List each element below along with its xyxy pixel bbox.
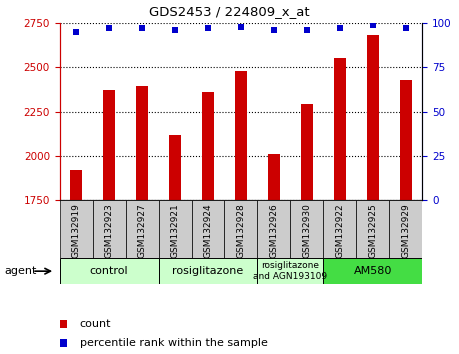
Text: AM580: AM580 — [353, 266, 392, 276]
Bar — [70, 170, 82, 200]
Bar — [324, 200, 356, 258]
Bar — [224, 200, 257, 258]
Text: GSM132926: GSM132926 — [269, 203, 279, 258]
Point — [336, 25, 343, 31]
Text: control: control — [90, 266, 129, 276]
Text: GSM132923: GSM132923 — [105, 203, 114, 258]
Text: count: count — [79, 319, 111, 329]
Text: GSM132929: GSM132929 — [401, 203, 410, 258]
Bar — [60, 200, 93, 258]
Point — [270, 88, 278, 94]
Point — [139, 25, 146, 31]
Text: GSM132930: GSM132930 — [302, 203, 311, 258]
Point — [270, 27, 278, 33]
Point — [73, 29, 80, 35]
Text: rosiglitazone
and AGN193109: rosiglitazone and AGN193109 — [253, 262, 327, 281]
Bar — [400, 80, 412, 200]
Text: GSM132922: GSM132922 — [336, 203, 344, 258]
Bar — [103, 90, 115, 200]
Bar — [301, 104, 313, 200]
Bar — [202, 92, 214, 200]
Bar — [356, 200, 389, 258]
Bar — [158, 258, 257, 284]
Point — [303, 27, 311, 33]
Bar — [367, 35, 379, 200]
Text: agent: agent — [5, 266, 37, 276]
Text: GSM132919: GSM132919 — [72, 203, 81, 258]
Bar — [324, 258, 422, 284]
Point — [270, 266, 278, 271]
Point — [402, 25, 409, 31]
Text: GSM132924: GSM132924 — [203, 203, 213, 258]
Bar — [158, 200, 191, 258]
Point — [106, 25, 113, 31]
Bar — [126, 200, 158, 258]
Text: GSM132921: GSM132921 — [171, 203, 179, 258]
Bar — [257, 258, 324, 284]
Bar — [60, 258, 158, 284]
Bar — [191, 200, 224, 258]
Text: GDS2453 / 224809_x_at: GDS2453 / 224809_x_at — [149, 5, 310, 18]
Text: GSM132928: GSM132928 — [236, 203, 246, 258]
Bar — [257, 200, 291, 258]
Point — [204, 25, 212, 31]
Bar — [136, 86, 148, 200]
Text: percentile rank within the sample: percentile rank within the sample — [79, 338, 268, 348]
Bar — [235, 71, 247, 200]
Bar — [334, 57, 346, 200]
Point — [369, 22, 376, 28]
Bar — [389, 200, 422, 258]
Text: GSM132925: GSM132925 — [368, 203, 377, 258]
Text: rosiglitazone: rosiglitazone — [173, 266, 244, 276]
Point — [237, 24, 245, 29]
Text: GSM132927: GSM132927 — [138, 203, 146, 258]
Point — [171, 27, 179, 33]
Bar — [291, 200, 324, 258]
Bar — [169, 135, 181, 200]
Bar — [268, 154, 280, 200]
Bar — [93, 200, 126, 258]
